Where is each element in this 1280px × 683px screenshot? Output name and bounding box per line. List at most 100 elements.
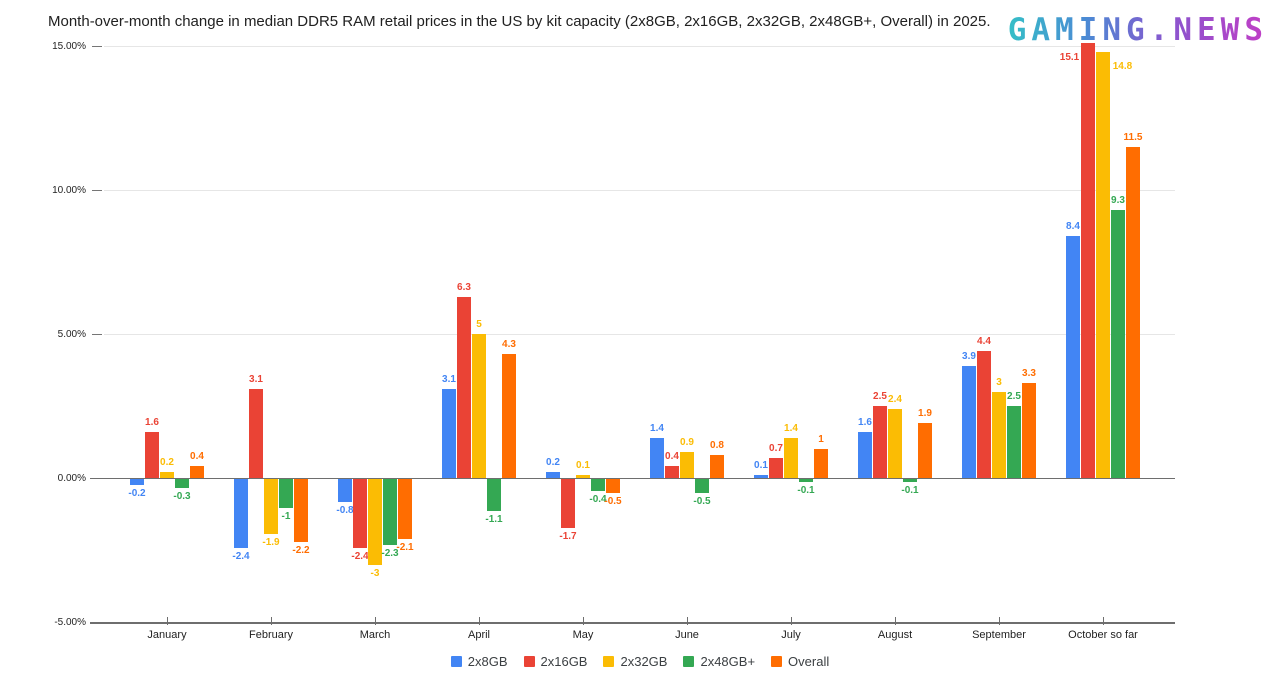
- legend-item-Overall[interactable]: Overall: [771, 654, 829, 669]
- legend-item-2x8GB[interactable]: 2x8GB: [450, 654, 508, 669]
- x-axis-tick: [375, 617, 376, 625]
- zero-gridline: [90, 478, 1175, 479]
- y-axis-tick: [92, 46, 102, 47]
- bar-2x48GB+-July[interactable]: [799, 479, 813, 482]
- bar-2x32GB-February[interactable]: [264, 479, 278, 534]
- bar-Overall-February[interactable]: [294, 479, 308, 543]
- bar-2x16GB-July[interactable]: [769, 457, 783, 478]
- bar-2x32GB-March[interactable]: [368, 479, 382, 566]
- bar-2x8GB-April[interactable]: [442, 388, 456, 478]
- bar-value-label: 3.1: [249, 373, 263, 385]
- legend-label: 2x48GB+: [700, 654, 756, 669]
- bar-Overall-October so far[interactable]: [1126, 146, 1140, 478]
- bar-value-label: 1.6: [145, 416, 159, 428]
- x-axis-tick: [583, 617, 584, 625]
- bar-Overall-July[interactable]: [814, 449, 828, 478]
- legend-item-2x48GB+[interactable]: 2x48GB+: [683, 654, 755, 669]
- bar-2x16GB-June[interactable]: [665, 466, 679, 478]
- legend-label: 2x32GB: [620, 654, 668, 669]
- bar-Overall-June[interactable]: [710, 454, 724, 478]
- bar-Overall-September[interactable]: [1022, 382, 1036, 478]
- x-axis-label: February: [248, 629, 294, 641]
- bar-2x48GB+-February[interactable]: [279, 479, 293, 508]
- bar-2x32GB-January[interactable]: [160, 472, 174, 478]
- bar-2x16GB-February[interactable]: [249, 388, 263, 478]
- bar-value-label: 15.1: [1059, 52, 1080, 64]
- bar-2x8GB-October so far[interactable]: [1066, 236, 1080, 478]
- legend-label: 2x8GB: [467, 654, 508, 669]
- bar-2x8GB-May[interactable]: [546, 472, 560, 478]
- legend-swatch-icon: [771, 656, 783, 667]
- bar-2x48GB+-September[interactable]: [1007, 406, 1021, 478]
- x-axis-line: [90, 622, 1175, 624]
- x-axis-tick: [271, 617, 272, 625]
- bar-value-label: 0.9: [680, 437, 694, 449]
- bar-2x16GB-September[interactable]: [977, 351, 991, 478]
- legend-label: Overall: [788, 654, 830, 669]
- legend-item-2x32GB[interactable]: 2x32GB: [603, 654, 667, 669]
- bar-value-label: 0.8: [710, 439, 724, 451]
- gridline: [104, 190, 1175, 191]
- bar-2x8GB-September[interactable]: [962, 365, 976, 478]
- x-axis-label: April: [467, 629, 491, 641]
- bar-2x32GB-July[interactable]: [784, 437, 798, 478]
- chart-legend: 2x8GB 2x16GB 2x32GB 2x48GB+ Overall: [0, 654, 1280, 669]
- legend-item-2x16GB[interactable]: 2x16GB: [523, 654, 588, 669]
- bar-2x8GB-March[interactable]: [338, 479, 352, 503]
- bar-value-label: 4.4: [977, 336, 991, 348]
- bar-2x32GB-September[interactable]: [992, 391, 1006, 478]
- bar-2x48GB+-June[interactable]: [695, 479, 709, 494]
- bar-2x48GB+-August[interactable]: [903, 479, 917, 482]
- bar-value-label: 9.3: [1111, 195, 1125, 207]
- bar-value-label: 1.4: [784, 422, 798, 434]
- bar-2x16GB-April[interactable]: [457, 296, 471, 478]
- gaming-news-logo: GAMING.NEWS: [1007, 12, 1268, 48]
- bar-2x8GB-August[interactable]: [858, 431, 872, 478]
- bar-value-label: 1.4: [650, 422, 664, 434]
- gridline: [104, 46, 1175, 47]
- bar-Overall-April[interactable]: [502, 354, 516, 478]
- bar-value-label: -2.2: [292, 545, 310, 557]
- legend-swatch-icon: [603, 656, 615, 667]
- bar-2x48GB+-January[interactable]: [175, 479, 189, 488]
- bar-value-label: -1.7: [559, 530, 577, 542]
- bar-value-label: -0.2: [128, 487, 146, 499]
- bar-2x8GB-January[interactable]: [130, 479, 144, 485]
- bar-2x48GB+-April[interactable]: [487, 479, 501, 511]
- bar-value-label: -0.3: [173, 490, 191, 502]
- legend-swatch-icon: [523, 656, 535, 667]
- bar-2x16GB-January[interactable]: [145, 431, 159, 478]
- bar-2x16GB-March[interactable]: [353, 479, 367, 549]
- bar-2x32GB-June[interactable]: [680, 452, 694, 478]
- bar-value-label: 4.3: [502, 339, 516, 351]
- bar-2x16GB-October so far[interactable]: [1081, 43, 1095, 478]
- bar-Overall-March[interactable]: [398, 479, 412, 540]
- bar-Overall-January[interactable]: [190, 466, 204, 478]
- bar-2x48GB+-March[interactable]: [383, 479, 397, 546]
- bar-2x32GB-May[interactable]: [576, 475, 590, 478]
- y-axis-label: -5.00%: [54, 617, 86, 628]
- bar-value-label: -0.5: [604, 496, 622, 508]
- bar-2x32GB-August[interactable]: [888, 408, 902, 478]
- bar-2x8GB-February[interactable]: [234, 479, 248, 549]
- bar-value-label: -1: [281, 510, 291, 522]
- bar-2x32GB-April[interactable]: [472, 334, 486, 478]
- bar-value-label: 0.1: [754, 460, 768, 472]
- legend-label: 2x16GB: [540, 654, 588, 669]
- bar-2x16GB-August[interactable]: [873, 406, 887, 478]
- bar-2x32GB-October so far[interactable]: [1096, 51, 1110, 478]
- bar-2x8GB-July[interactable]: [754, 475, 768, 478]
- bar-value-label: 2.5: [873, 391, 887, 402]
- bar-2x48GB+-May[interactable]: [591, 479, 605, 491]
- bar-Overall-August[interactable]: [918, 423, 932, 478]
- bar-2x48GB+-October so far[interactable]: [1111, 210, 1125, 478]
- bar-value-label: 0.2: [546, 457, 560, 469]
- x-axis-tick: [167, 617, 168, 625]
- bar-value-label: 3.3: [1022, 367, 1036, 379]
- bar-2x8GB-June[interactable]: [650, 437, 664, 478]
- bar-Overall-May[interactable]: [606, 479, 620, 494]
- bar-value-label: -2.3: [381, 548, 399, 560]
- bar-value-label: 5: [476, 319, 482, 330]
- bar-2x16GB-May[interactable]: [561, 479, 575, 528]
